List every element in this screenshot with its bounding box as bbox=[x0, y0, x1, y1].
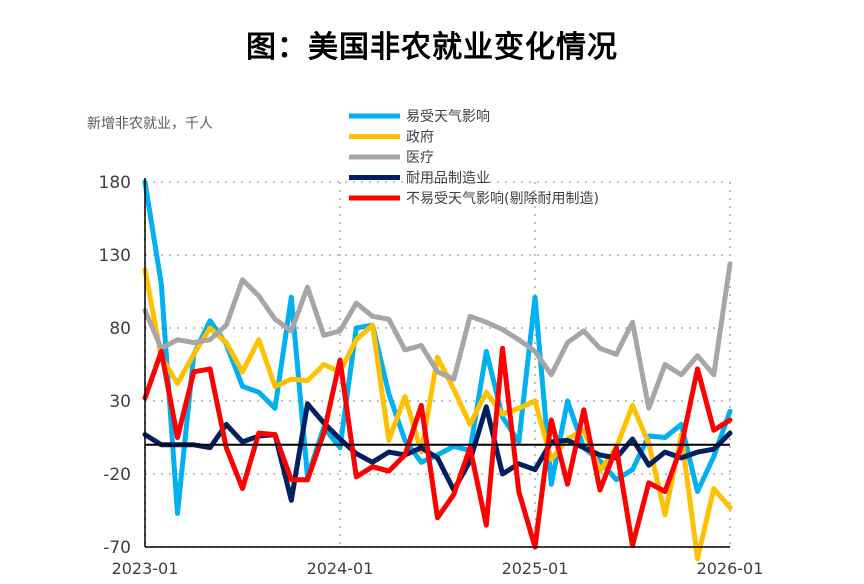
x-tick-label: 2025-01 bbox=[502, 559, 569, 578]
x-tick-label: 2024-01 bbox=[307, 559, 374, 578]
y-tick-label: 180 bbox=[99, 173, 131, 193]
series-line-耐用品制造业 bbox=[142, 401, 733, 503]
y-tick-label: -70 bbox=[103, 538, 131, 558]
series-lines bbox=[142, 179, 733, 562]
legend-item: 政府 bbox=[349, 130, 434, 146]
y-tick-label: 30 bbox=[109, 392, 131, 412]
legend-item: 不易受天气影响(剔除耐用制造) bbox=[349, 191, 599, 207]
legend-item: 耐用品制造业 bbox=[349, 171, 490, 187]
y-tick-label: 130 bbox=[99, 246, 131, 266]
axes bbox=[144, 178, 730, 548]
series-line-政府 bbox=[142, 267, 733, 562]
y-tick-label: -20 bbox=[103, 465, 131, 485]
y-tick-label: 80 bbox=[109, 319, 131, 339]
x-tick-label: 2026-01 bbox=[697, 559, 764, 578]
legend-label: 不易受天气影响(剔除耐用制造) bbox=[406, 191, 599, 207]
legend-item: 易受天气影响 bbox=[349, 109, 490, 125]
y-axis-label: 新增非农就业，千人 bbox=[87, 116, 213, 132]
series-line-不易受天气影响(剔除耐用制造) bbox=[142, 345, 733, 550]
legend-item: 医疗 bbox=[349, 150, 434, 166]
series-line-医疗 bbox=[142, 261, 733, 411]
legend-label: 政府 bbox=[406, 130, 434, 146]
legend-label: 医疗 bbox=[406, 150, 434, 166]
legend-label: 易受天气影响 bbox=[406, 109, 490, 125]
x-tick-label: 2023-01 bbox=[112, 559, 179, 578]
chart-title: 图：美国非农就业变化情况 bbox=[246, 30, 618, 65]
legend-label: 耐用品制造业 bbox=[406, 171, 490, 187]
